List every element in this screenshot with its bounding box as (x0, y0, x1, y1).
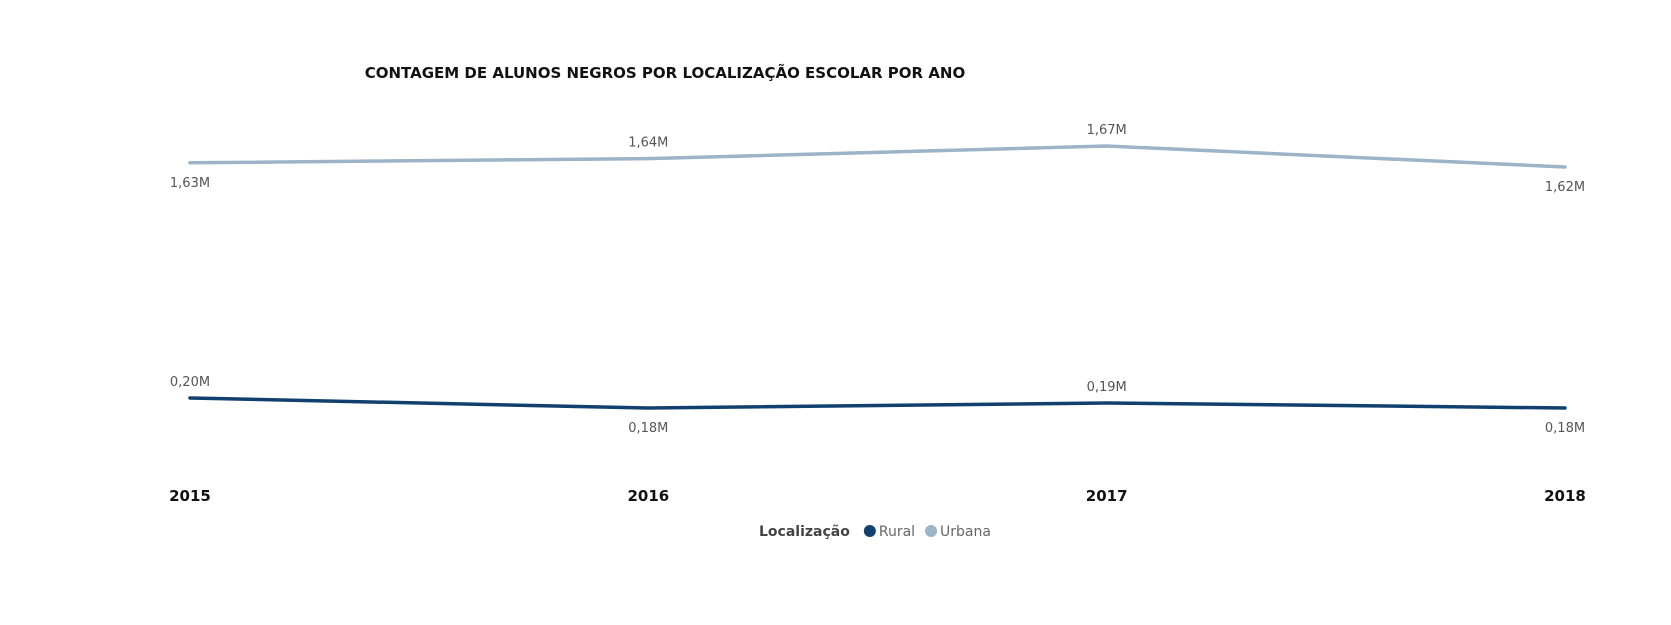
legend: Localização Rural Urbana (759, 524, 991, 540)
data-label-rural-2017: 0,19M (1087, 380, 1127, 395)
data-label-rural-2018: 0,18M (1545, 421, 1585, 436)
legend-title: Localização (759, 524, 850, 540)
legend-marker-urbana (925, 525, 938, 537)
data-label-rural-2015: 0,20M (170, 375, 210, 390)
legend-label-rural: Rural (879, 524, 915, 540)
data-label-urbana-2016: 1,64M (628, 136, 668, 151)
series-line-urbana (188, 144, 1567, 169)
series-layer (188, 144, 1567, 410)
series-line-rural (188, 396, 1567, 410)
legend-marker-rural (863, 525, 876, 537)
x-tick-label-2017: 2017 (1086, 487, 1128, 505)
data-label-urbana-2017: 1,67M (1087, 123, 1127, 138)
x-tick-label-2015: 2015 (169, 487, 211, 505)
data-label-rural-2016: 0,18M (628, 421, 668, 436)
legend-label-urbana: Urbana (940, 524, 991, 540)
x-axis: 2015 2016 2017 2018 (169, 487, 1586, 505)
data-label-urbana-2018: 1,62M (1545, 180, 1585, 195)
data-labels: 0,20M 0,18M 0,19M 0,18M 1,63M 1,64M 1,67M 1,62M (170, 123, 1585, 436)
data-label-urbana-2015: 1,63M (170, 176, 210, 191)
chart-title: CONTAGEM DE ALUNOS NEGROS POR LOCALIZAÇÃ… (365, 63, 966, 82)
x-tick-label-2016: 2016 (627, 487, 669, 505)
x-tick-label-2018: 2018 (1544, 487, 1586, 505)
